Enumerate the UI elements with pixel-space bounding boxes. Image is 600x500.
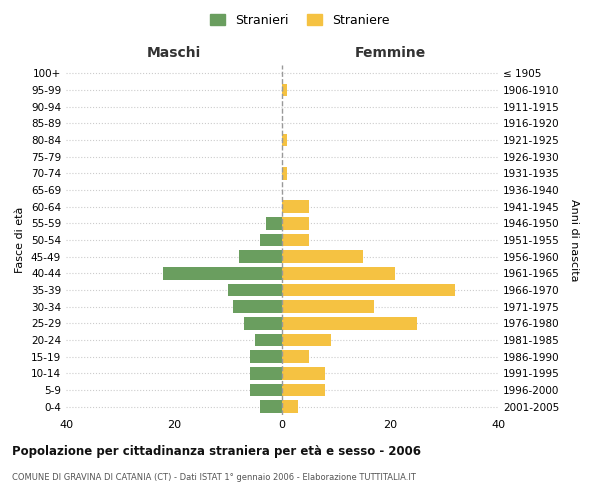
Bar (255, 334, 282, 346)
Text: COMUNE DI GRAVINA DI CATANIA (CT) - Dati ISTAT 1° gennaio 2006 - Elaborazione TU: COMUNE DI GRAVINA DI CATANIA (CT) - Dati… (12, 472, 416, 482)
Y-axis label: Anni di nascita: Anni di nascita (569, 198, 579, 281)
Bar (250, 384, 282, 396)
Bar (266, 217, 282, 230)
Legend: Stranieri, Straniere: Stranieri, Straniere (205, 8, 395, 32)
Bar (282, 384, 325, 396)
Bar (282, 284, 455, 296)
Text: Maschi: Maschi (147, 46, 201, 60)
Bar (282, 400, 298, 413)
Bar (260, 234, 282, 246)
Bar (282, 84, 287, 96)
Bar (250, 367, 282, 380)
Bar (228, 284, 282, 296)
Bar (282, 367, 325, 380)
Text: Femmine: Femmine (355, 46, 425, 60)
Bar (282, 350, 309, 363)
Text: Popolazione per cittadinanza straniera per età e sesso - 2006: Popolazione per cittadinanza straniera p… (12, 445, 421, 458)
Bar (163, 267, 282, 280)
Bar (239, 250, 282, 263)
Bar (282, 317, 417, 330)
Bar (282, 250, 363, 263)
Bar (282, 167, 287, 179)
Bar (282, 300, 374, 313)
Bar (260, 400, 282, 413)
Y-axis label: Fasce di età: Fasce di età (16, 207, 25, 273)
Bar (282, 267, 395, 280)
Bar (282, 217, 309, 230)
Bar (282, 234, 309, 246)
Bar (233, 300, 282, 313)
Bar (244, 317, 282, 330)
Bar (282, 334, 331, 346)
Bar (282, 134, 287, 146)
Bar (282, 200, 309, 213)
Bar (250, 350, 282, 363)
